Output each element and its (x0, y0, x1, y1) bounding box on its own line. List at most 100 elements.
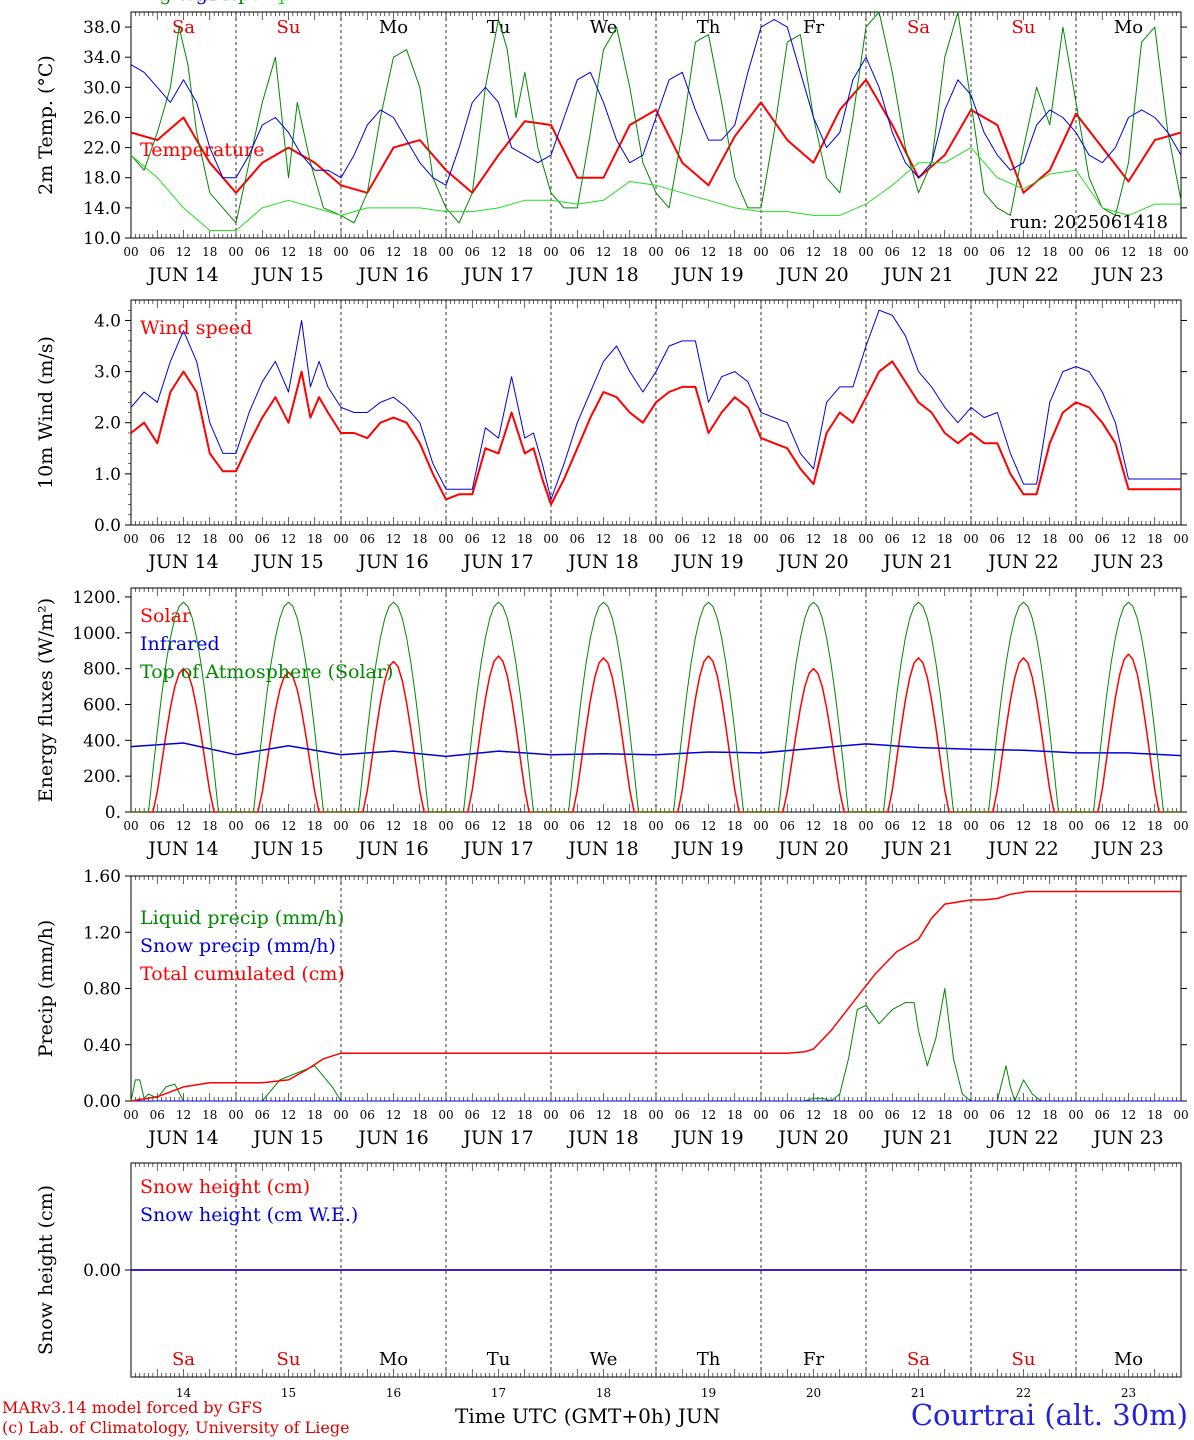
y-axis-title: 2m Temp. (°C) (35, 55, 57, 195)
hour-tick-label: 06 (360, 1108, 375, 1122)
legend-entry: Top of Atmosphere (Solar) (140, 661, 393, 683)
hour-tick-label: 06 (885, 532, 900, 546)
hour-tick-label: 12 (491, 1108, 506, 1122)
hour-tick-label: 18 (202, 532, 217, 546)
hour-tick-label: 00 (333, 532, 348, 546)
y-tick-label: 0.80 (83, 980, 121, 1000)
day-name-label: Sa (172, 17, 195, 38)
date-label: JUN 20 (776, 1127, 848, 1149)
hour-tick-label: 12 (596, 819, 611, 833)
date-label: JUN 17 (461, 551, 533, 573)
hour-tick-label: 12 (176, 1108, 191, 1122)
date-label: JUN 19 (671, 264, 743, 286)
hour-tick-label: 06 (675, 819, 690, 833)
date-label: JUN 16 (356, 551, 428, 573)
y-tick-label: 0.40 (83, 1036, 121, 1056)
hour-tick-label: 00 (228, 819, 243, 833)
hour-tick-label: 00 (1068, 1108, 1083, 1122)
hour-tick-label: 12 (911, 245, 926, 259)
hour-tick-label: 00 (438, 532, 453, 546)
hour-tick-label: 00 (543, 1108, 558, 1122)
hour-tick-label: 00 (1173, 532, 1188, 546)
legend-entry: Temperature (140, 139, 264, 161)
hour-tick-label: 12 (491, 819, 506, 833)
hour-tick-label: 18 (1042, 819, 1057, 833)
day-name-label: Tu (487, 1349, 511, 1370)
hour-tick-label: 06 (360, 245, 375, 259)
hour-tick-label: 00 (858, 245, 873, 259)
hour-tick-label: 18 (727, 819, 742, 833)
day-name-label: Mo (1114, 17, 1143, 38)
hour-tick-label: 12 (701, 245, 716, 259)
hour-tick-label: 00 (648, 532, 663, 546)
hour-tick-label: 00 (123, 819, 138, 833)
series-line-humidex (130, 19, 1182, 186)
hour-tick-label: 18 (307, 245, 322, 259)
hour-tick-label: 12 (911, 1108, 926, 1122)
panel-frame-2 (130, 587, 1182, 813)
y-tick-label: 1200. (72, 588, 121, 608)
y-tick-label: 200. (83, 767, 121, 787)
date-label: JUN 22 (986, 1127, 1058, 1149)
hour-tick-label: 06 (1095, 819, 1110, 833)
hour-tick-label: 12 (176, 245, 191, 259)
hour-tick-label: 06 (990, 1108, 1005, 1122)
hour-tick-label: 12 (1121, 819, 1136, 833)
legend-entry: Wind speed (140, 317, 252, 339)
hour-tick-label: 06 (885, 1108, 900, 1122)
hour-tick-label: 06 (780, 245, 795, 259)
hour-tick-label: 06 (360, 819, 375, 833)
date-label: JUN 20 (776, 838, 848, 860)
hour-tick-label: 18 (727, 532, 742, 546)
hour-tick-label: 00 (1068, 819, 1083, 833)
legend-entry: Snow precip (mm/h) (140, 935, 336, 957)
hour-tick-label: 06 (1095, 532, 1110, 546)
day-number-label: 22 (1016, 1386, 1031, 1400)
hour-tick-label: 00 (543, 532, 558, 546)
hour-tick-label: 18 (937, 1108, 952, 1122)
hour-tick-label: 00 (543, 819, 558, 833)
hour-tick-label: 18 (412, 245, 427, 259)
date-label: JUN 19 (671, 551, 743, 573)
legend-entry: Total cumulated (cm) (140, 963, 345, 985)
hour-tick-label: 18 (412, 532, 427, 546)
y-tick-label: 22.0 (83, 139, 121, 159)
hour-tick-label: 06 (465, 1108, 480, 1122)
y-tick-label: 0.00 (83, 1092, 121, 1112)
hour-tick-label: 12 (806, 1108, 821, 1122)
hour-tick-label: 18 (937, 245, 952, 259)
hour-tick-label: 18 (622, 532, 637, 546)
hour-tick-label: 00 (438, 245, 453, 259)
date-label: JUN 16 (356, 1127, 428, 1149)
hour-tick-label: 06 (465, 532, 480, 546)
series-line-dewpoint-temp (130, 147, 1181, 231)
hour-tick-label: 00 (858, 819, 873, 833)
date-label: JUN 21 (881, 1127, 953, 1149)
hour-tick-label: 00 (753, 819, 768, 833)
hour-tick-label: 06 (780, 819, 795, 833)
y-tick-label: 34.0 (83, 48, 121, 68)
legend-entry: Liquid precip (mm/h) (140, 907, 344, 929)
day-name-label: Sa (172, 1349, 195, 1370)
hour-tick-label: 00 (333, 819, 348, 833)
hour-tick-label: 18 (937, 819, 952, 833)
run-label: run: 2025061418 (1010, 212, 1168, 233)
hour-tick-label: 06 (885, 819, 900, 833)
hour-tick-label: 06 (780, 532, 795, 546)
hour-tick-label: 12 (491, 532, 506, 546)
hour-tick-label: 18 (202, 1108, 217, 1122)
hour-tick-label: 12 (1121, 1108, 1136, 1122)
hour-tick-label: 00 (858, 1108, 873, 1122)
legend-entry: Wind gust (140, 0, 238, 5)
hour-tick-label: 12 (491, 245, 506, 259)
hour-tick-label: 18 (622, 819, 637, 833)
station-label: Courtrai (alt. 30m) (910, 1398, 1188, 1432)
hour-tick-label: 00 (963, 532, 978, 546)
hour-tick-label: 06 (780, 1108, 795, 1122)
hour-tick-label: 12 (1016, 532, 1031, 546)
date-label: JUN 22 (986, 838, 1058, 860)
y-tick-label: 14.0 (83, 199, 121, 219)
x-axis-title: Time UTC (GMT+0h) JUN (455, 1404, 721, 1428)
hour-tick-label: 12 (701, 1108, 716, 1122)
hour-tick-label: 00 (123, 1108, 138, 1122)
